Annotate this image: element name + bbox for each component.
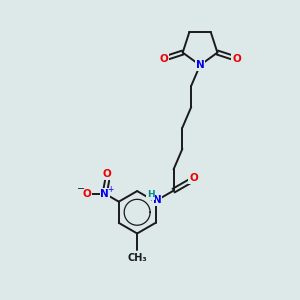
Text: H: H (147, 190, 154, 200)
Text: O: O (159, 54, 168, 64)
Text: N: N (196, 60, 204, 70)
Text: O: O (83, 189, 92, 199)
Text: O: O (189, 173, 198, 183)
Text: N: N (153, 195, 161, 205)
Text: CH₃: CH₃ (127, 253, 147, 263)
Text: N: N (100, 189, 109, 199)
Text: O: O (232, 54, 241, 64)
Text: +: + (107, 185, 113, 194)
Text: O: O (103, 169, 112, 179)
Text: −: − (77, 184, 85, 194)
